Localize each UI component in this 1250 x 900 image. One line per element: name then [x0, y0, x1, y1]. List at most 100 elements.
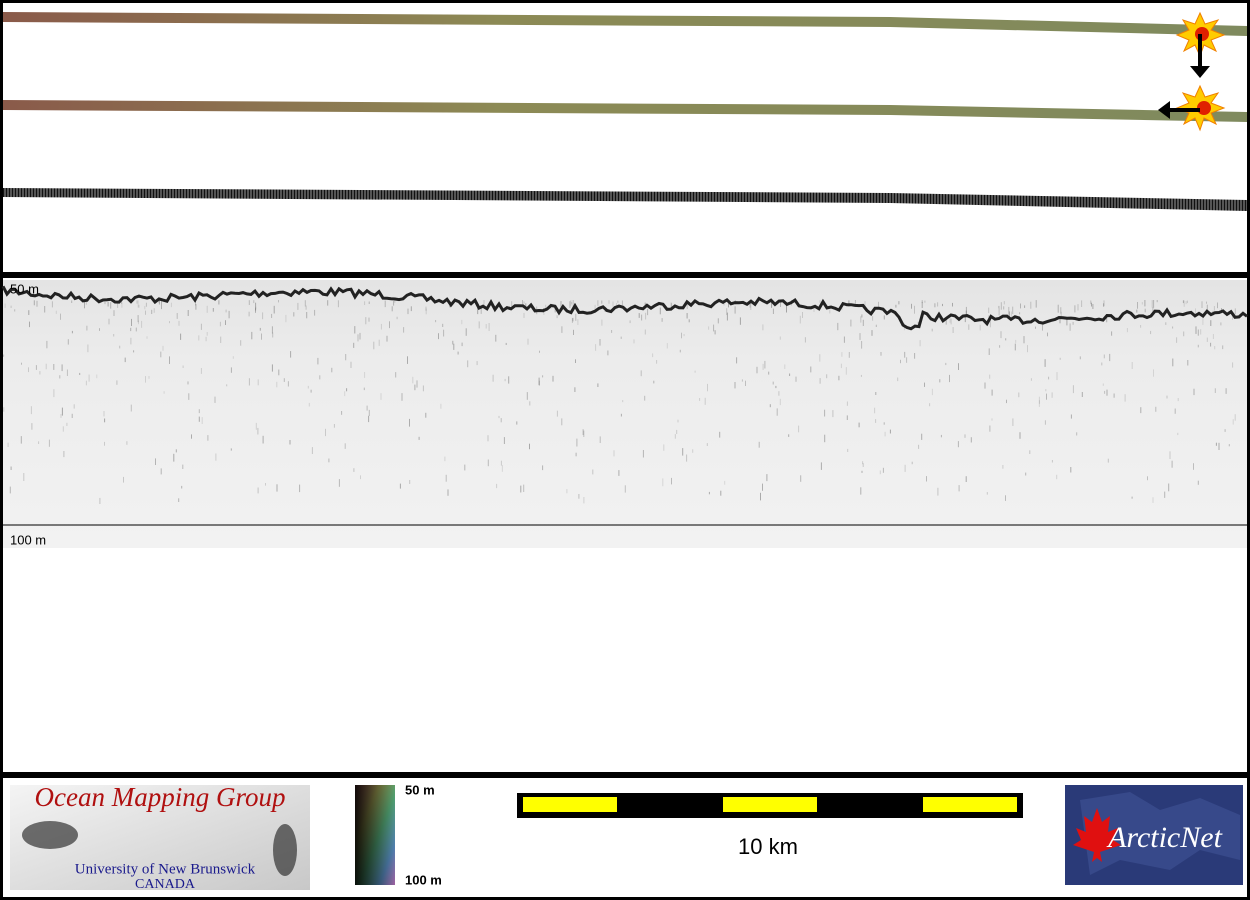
echo-speck: [704, 397, 706, 405]
echo-speck: [964, 315, 966, 323]
echo-speck: [945, 318, 947, 325]
echo-speck: [608, 300, 610, 304]
echo-speck: [287, 381, 289, 387]
echo-speck: [786, 304, 787, 313]
echo-speck: [276, 484, 278, 492]
echo-speck: [826, 374, 828, 379]
echo-speck: [1155, 406, 1157, 412]
echo-speck: [677, 419, 679, 423]
echo-speck: [103, 411, 105, 417]
echo-speck: [934, 303, 936, 308]
logo-graphic: [273, 824, 297, 876]
echo-speck: [116, 380, 118, 385]
echo-speck: [232, 356, 234, 359]
echo-speck: [169, 321, 170, 324]
echo-speck: [1027, 345, 1028, 353]
echo-speck: [1109, 353, 1111, 362]
echo-speck: [688, 319, 690, 323]
echo-speck: [577, 319, 579, 325]
echo-speck: [271, 313, 273, 318]
logo-subtitle: CANADA: [135, 877, 196, 892]
echo-speck: [1076, 432, 1078, 436]
echo-speck: [175, 449, 177, 453]
echo-speck: [10, 466, 12, 470]
echo-speck: [595, 344, 597, 351]
echo-speck: [7, 442, 9, 447]
echo-speck: [341, 411, 343, 415]
echo-speck: [84, 300, 85, 309]
echo-speck: [778, 391, 780, 396]
echo-speck: [395, 372, 397, 378]
echo-speck: [354, 326, 356, 334]
echo-speck: [121, 302, 123, 308]
echo-speck: [1074, 305, 1076, 313]
echo-speck: [505, 342, 507, 345]
echo-speck: [461, 342, 463, 347]
echo-speck: [986, 492, 988, 495]
echo-speck: [1019, 432, 1021, 439]
echo-speck: [989, 319, 991, 328]
echo-speck: [1197, 329, 1199, 336]
echo-speck: [719, 431, 721, 438]
echo-speck: [674, 434, 676, 439]
echo-speck: [180, 333, 182, 340]
echo-speck: [861, 341, 863, 349]
echo-speck: [964, 434, 966, 438]
echo-speck: [1166, 395, 1168, 399]
echo-speck: [872, 316, 874, 321]
echo-speck: [60, 313, 61, 320]
echo-speck: [187, 381, 189, 385]
echo-speck: [926, 476, 927, 482]
echo-speck: [255, 302, 257, 311]
echo-speck: [965, 310, 967, 317]
echo-speck: [810, 366, 812, 373]
echo-speck: [1164, 491, 1166, 498]
echo-speck: [526, 392, 528, 400]
echo-speck: [1137, 302, 1138, 309]
echo-speck: [261, 333, 262, 340]
echo-speck: [503, 437, 505, 444]
echo-speck: [425, 412, 427, 418]
echo-speck: [572, 317, 574, 322]
echo-speck: [373, 341, 375, 350]
logo-subtitle: University of New Brunswick: [75, 861, 256, 877]
echo-speck: [435, 320, 437, 323]
echo-speck: [325, 428, 326, 437]
echo-speck: [259, 327, 261, 331]
echo-speck: [304, 300, 306, 307]
echo-speck: [566, 489, 568, 494]
echo-speck: [255, 306, 257, 309]
echo-speck: [756, 366, 758, 374]
echo-speck: [819, 354, 821, 362]
echo-speck: [682, 448, 684, 456]
echo-speck: [575, 452, 577, 457]
echo-speck: [1018, 392, 1020, 398]
echo-speck: [523, 312, 525, 318]
echo-speck: [1104, 390, 1106, 394]
echo-speck: [104, 418, 106, 423]
echo-speck: [1214, 388, 1216, 393]
echo-speck: [59, 375, 61, 379]
echo-speck: [1232, 362, 1234, 368]
echo-speck: [123, 476, 124, 483]
echo-speck: [410, 306, 412, 312]
echo-speck: [380, 323, 382, 330]
echo-speck: [1232, 419, 1234, 425]
echo-speck: [1153, 369, 1154, 377]
echo-speck: [988, 307, 990, 314]
echo-speck: [707, 383, 708, 392]
echo-speck: [425, 308, 427, 315]
echo-speck: [1165, 322, 1167, 325]
echo-speck: [516, 421, 518, 425]
echo-speck: [145, 376, 146, 383]
echo-speck: [219, 321, 221, 327]
echo-speck: [728, 300, 729, 308]
echo-speck: [1186, 300, 1188, 304]
echo-speck: [255, 422, 257, 430]
echo-speck: [1140, 325, 1142, 328]
echo-speck: [86, 325, 88, 331]
echo-speck: [911, 461, 913, 465]
echo-speck: [138, 320, 139, 325]
echo-speck: [686, 454, 688, 462]
swath: [3, 188, 1247, 211]
